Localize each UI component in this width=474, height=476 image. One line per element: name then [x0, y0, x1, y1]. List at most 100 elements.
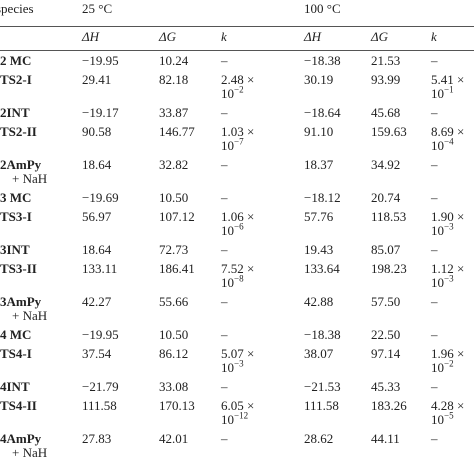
table-row: 4INT −21.79 33.08 – −21.53 45.33 – [0, 377, 474, 396]
column-header: k [431, 26, 474, 51]
value-cell: 111.58 [82, 398, 117, 413]
rate-value: 1.96 × 10−2 [431, 347, 473, 375]
value-cell: 33.87 [159, 105, 189, 120]
species-cell: TS2-II [0, 122, 82, 155]
rate-exponent: −3 [444, 221, 454, 232]
value-cell: 27.83 [82, 431, 112, 446]
rate-base: 1.03 × 10 [221, 124, 255, 153]
species-cell: 2INT [0, 103, 82, 122]
rate-base: 1.96 × 10 [431, 346, 465, 375]
value-cell: – [431, 431, 438, 446]
table-row: 2INT −19.17 33.87 – −18.64 45.68 – [0, 103, 474, 122]
value-cell: 198.23 [371, 261, 407, 276]
value-cell: 34.92 [371, 157, 401, 172]
column-header: ΔH [304, 26, 372, 51]
rate-exponent: −2 [234, 84, 244, 95]
value-cell: 146.77 [159, 124, 195, 139]
table-row: 3AmPy + NaH 42.27 55.66–42.88 57.50– [0, 292, 474, 325]
value-cell: – [221, 431, 228, 446]
species-name: TS4-II [0, 398, 37, 413]
value-cell: 45.68 [371, 105, 401, 120]
value-cell: 45.33 [371, 379, 401, 394]
rate-value: 1.12 × 10−3 [431, 262, 473, 290]
value-cell: 97.14 [371, 346, 401, 361]
rate-value: 6.05 × 10−12 [221, 399, 263, 427]
value-cell: 29.41 [82, 72, 112, 87]
rate-base: 8.69 × 10 [431, 124, 465, 153]
column-header: ΔG [371, 26, 432, 51]
value-cell: 37.54 [82, 346, 112, 361]
species-header: species [0, 1, 34, 16]
table-row: TS4-II 111.58 170.13 6.05 × 10−12 111.58 183.… [0, 396, 474, 429]
species-cell: TS2-I [0, 70, 82, 103]
value-cell: 42.27 [82, 294, 112, 309]
rate-cell: 1.03 × 10−7 [221, 122, 304, 155]
value-cell: 183.26 [371, 398, 407, 413]
table-row: TS4-I 37.54 86.12 5.07 × 10−3 38.07 97.14 1.96… [0, 344, 474, 377]
value-cell: 55.66 [159, 294, 189, 309]
value-cell: – [431, 294, 438, 309]
value-cell: – [221, 157, 228, 172]
rate-value: 5.41 × 10−1 [431, 73, 473, 101]
value-cell: 186.41 [159, 261, 195, 276]
rate-cell: 4.28 × 10−5 [431, 396, 474, 429]
value-cell: 22.50 [371, 327, 401, 342]
value-cell: 170.13 [159, 398, 195, 413]
species-name: TS4-I [0, 346, 32, 361]
data-table: species 25 °C 100 °C ΔH ΔG k ΔH ΔG k 2 MC −19.… [0, 0, 474, 462]
species-cell: TS4-I [0, 344, 82, 377]
rate-base: 1.06 × 10 [221, 209, 255, 238]
value-cell: – [431, 327, 438, 342]
rate-exponent: −7 [234, 136, 244, 147]
value-cell: – [431, 105, 438, 120]
column-header: ΔG [159, 26, 221, 51]
species-extra: + NaH [12, 308, 48, 323]
table-row: 2 MC −19.95 10.24 – −18.38 21.53 – [0, 51, 474, 71]
column-label: ΔG [159, 29, 177, 44]
table-row: TS2-I 29.41 82.18 2.48 × 10−2 30.19 93.99 5.41… [0, 70, 474, 103]
value-cell: 133.11 [82, 261, 118, 276]
value-cell: – [221, 327, 228, 342]
column-label: k [221, 29, 227, 44]
species-extra: + NaH [12, 445, 48, 460]
value-cell: – [431, 379, 438, 394]
value-cell: 118.53 [371, 209, 407, 224]
value-cell: – [431, 53, 438, 68]
value-cell: 82.18 [159, 72, 189, 87]
rate-value: 1.90 × 10−3 [431, 210, 473, 238]
species-cell: 4INT [0, 377, 82, 396]
rate-base: 6.05 × 10 [221, 398, 255, 427]
value-cell: – [221, 379, 228, 394]
rate-base: 4.28 × 10 [431, 398, 465, 427]
rate-value: 5.07 × 10−3 [221, 347, 263, 375]
species-cell: 4AmPy + NaH [0, 429, 82, 462]
value-cell: 57.76 [304, 209, 334, 224]
value-cell: 21.53 [371, 53, 401, 68]
value-cell: −19.95 [82, 327, 119, 342]
rate-cell: 5.07 × 10−3 [221, 344, 304, 377]
rate-cell: 8.69 × 10−4 [431, 122, 474, 155]
value-cell: 18.64 [82, 157, 112, 172]
species-cell: 3AmPy + NaH [0, 292, 82, 325]
value-cell: 85.07 [371, 242, 401, 257]
column-label: ΔH [304, 29, 322, 44]
species-name: TS3-II [0, 261, 37, 276]
value-cell: 91.10 [304, 124, 334, 139]
rate-cell: 1.90 × 10−3 [431, 207, 474, 240]
table-row: TS3-II 133.11 186.41 7.52 × 10−8 133.64 198.2… [0, 259, 474, 292]
value-cell: −18.12 [304, 190, 341, 205]
value-cell: −21.53 [304, 379, 341, 394]
rate-value: 2.48 × 10−2 [221, 73, 263, 101]
rate-cell: 1.12 × 10−3 [431, 259, 474, 292]
value-cell: – [221, 53, 228, 68]
table-row: 2AmPy + NaH 18.64 32.82–18.37 34.92– [0, 155, 474, 188]
species-name: 4INT [0, 379, 30, 394]
value-cell: 32.82 [159, 157, 189, 172]
table-row: 3INT 18.64 72.73 – 19.43 85.07 – [0, 240, 474, 259]
rate-value: 1.06 × 10−6 [221, 210, 263, 238]
rate-base: 1.90 × 10 [431, 209, 465, 238]
species-name: TS2-I [0, 72, 32, 87]
rate-cell: 5.41 × 10−1 [431, 70, 474, 103]
value-cell: – [431, 190, 438, 205]
